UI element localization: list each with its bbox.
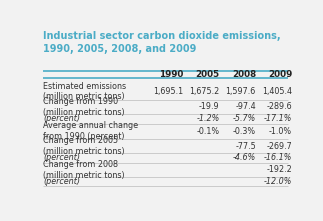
Text: 1,695.1: 1,695.1 xyxy=(153,87,183,96)
Text: 2005: 2005 xyxy=(195,70,220,79)
Text: -1.2%: -1.2% xyxy=(196,114,220,123)
Text: (percent): (percent) xyxy=(43,114,80,123)
Text: Change from 2005
(million metric tons): Change from 2005 (million metric tons) xyxy=(43,136,124,156)
Text: Estimated emissions
(million metric tons): Estimated emissions (million metric tons… xyxy=(43,82,126,101)
Text: 2009: 2009 xyxy=(268,70,292,79)
Text: -16.1%: -16.1% xyxy=(264,153,292,162)
Text: -192.2: -192.2 xyxy=(266,165,292,174)
Text: 1990: 1990 xyxy=(159,70,183,79)
Text: -0.1%: -0.1% xyxy=(196,127,220,136)
Text: -77.5: -77.5 xyxy=(235,142,256,151)
Text: 1,405.4: 1,405.4 xyxy=(262,87,292,96)
Text: (percent): (percent) xyxy=(43,153,80,162)
Text: -19.9: -19.9 xyxy=(199,102,220,111)
Text: Change from 2008
(million metric tons): Change from 2008 (million metric tons) xyxy=(43,160,124,180)
Text: Average annual change
from 1990 (percent): Average annual change from 1990 (percent… xyxy=(43,122,138,141)
Text: -0.3%: -0.3% xyxy=(233,127,256,136)
Text: -97.4: -97.4 xyxy=(235,102,256,111)
Text: -289.6: -289.6 xyxy=(266,102,292,111)
Text: -1.0%: -1.0% xyxy=(269,127,292,136)
Text: Change from 1990
(million metric tons): Change from 1990 (million metric tons) xyxy=(43,97,124,117)
Text: 2008: 2008 xyxy=(232,70,256,79)
Text: (percent): (percent) xyxy=(43,177,80,186)
Text: -12.0%: -12.0% xyxy=(264,177,292,186)
Text: -17.1%: -17.1% xyxy=(264,114,292,123)
Text: 1,675.2: 1,675.2 xyxy=(189,87,220,96)
Text: -4.6%: -4.6% xyxy=(233,153,256,162)
Text: Industrial sector carbon dioxide emissions,
1990, 2005, 2008, and 2009: Industrial sector carbon dioxide emissio… xyxy=(43,31,280,53)
Text: 1,597.6: 1,597.6 xyxy=(226,87,256,96)
Text: -5.7%: -5.7% xyxy=(233,114,256,123)
Text: -269.7: -269.7 xyxy=(266,142,292,151)
